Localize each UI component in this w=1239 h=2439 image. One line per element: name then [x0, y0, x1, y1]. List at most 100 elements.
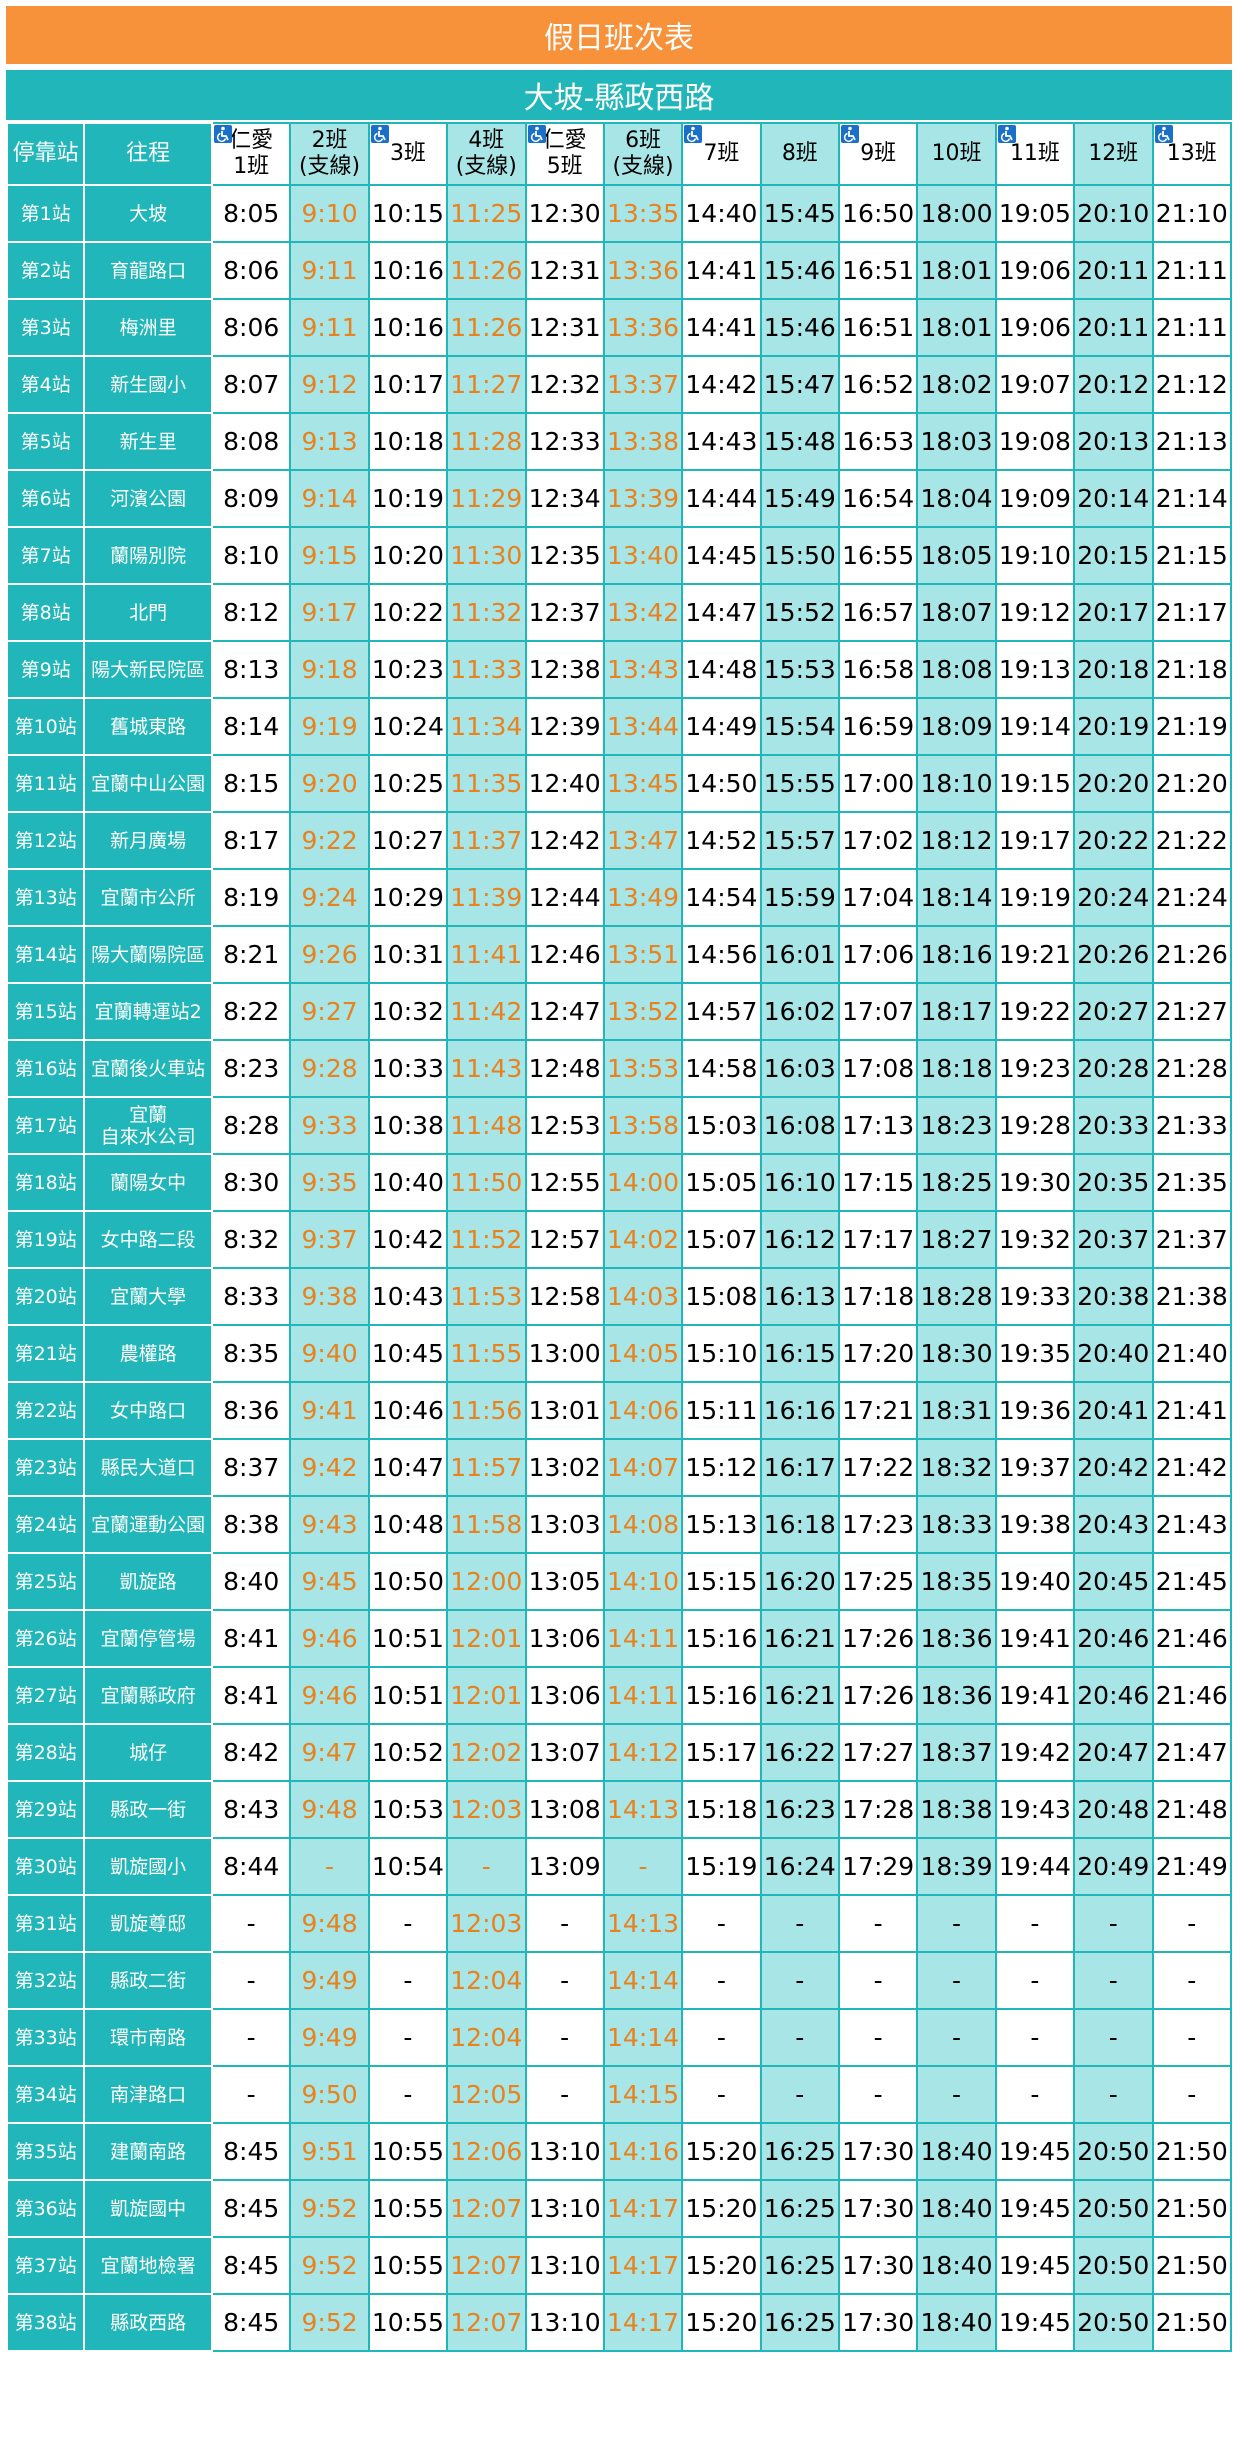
departure-time: 9:15	[289, 526, 370, 585]
departure-time: -	[524, 2008, 605, 2067]
departure-time: 19:12	[994, 583, 1076, 642]
stop-row: 第27站 宜蘭縣政府 8:41 9:46 10:51 12:01 13:06 14:11 15:…	[5, 1666, 1232, 1725]
departure-time: 15:20	[681, 2236, 762, 2295]
departure-time: 18:40	[916, 2293, 997, 2352]
departure-time: 14:05	[602, 1324, 684, 1383]
departure-time: 18:12	[916, 811, 997, 870]
departure-time: 19:30	[994, 1153, 1076, 1212]
header-line: 5班	[546, 154, 583, 179]
departure-time: 15:52	[759, 583, 841, 642]
stop-row: 第7站 蘭陽別院 8:10 9:15 10:20 11:30 12:35 13:40 14:45…	[5, 526, 1232, 585]
departure-time: 21:41	[1151, 1381, 1232, 1440]
departure-time: 15:53	[759, 640, 841, 699]
departure-time: 18:00	[916, 184, 997, 243]
departure-time: 14:47	[681, 583, 762, 642]
departure-time: 14:56	[681, 925, 762, 984]
stop-row: 第34站 南津路口 -9:50-12:05-14:15- - - - - - -	[5, 2065, 1232, 2124]
departure-time: 10:46	[367, 1381, 449, 1440]
stop-name: 縣民大道口	[83, 1438, 213, 1497]
stop-name: 陽大蘭陽院區	[83, 925, 213, 984]
departure-time: 20:17	[1073, 583, 1154, 642]
departure-time: 11:55	[446, 1324, 527, 1383]
departure-time: 8:12	[210, 583, 292, 642]
departure-time: 20:43	[1073, 1495, 1154, 1554]
departure-time: 15:10	[681, 1324, 762, 1383]
header-line: 往程	[126, 141, 171, 166]
departure-time: 11:50	[446, 1153, 527, 1212]
departure-time: 9:48	[289, 1780, 370, 1839]
departure-time: 14:52	[681, 811, 762, 870]
departure-time: 18:33	[916, 1495, 997, 1554]
departure-time: 13:58	[602, 1096, 684, 1155]
departure-time: 18:05	[916, 526, 997, 585]
departure-time: -	[1073, 1894, 1154, 1953]
stop-row: 第11站 宜蘭中山公園 8:15 9:20 10:25 11:35 12:40 13:45 14…	[5, 754, 1232, 813]
departure-time: 18:23	[916, 1096, 997, 1155]
departure-time: 15:19	[681, 1837, 762, 1896]
departure-time: 12:46	[524, 925, 605, 984]
departure-time: 20:46	[1073, 1609, 1154, 1668]
departure-time: 8:06	[210, 298, 292, 357]
header-line: 仁愛	[542, 128, 587, 153]
column-header: 2班 (支線)	[289, 122, 370, 186]
departure-time: 21:38	[1151, 1267, 1232, 1326]
departure-time: 15:07	[681, 1210, 762, 1269]
departure-time: 9:18	[289, 640, 370, 699]
departure-time: 11:26	[446, 298, 527, 357]
stop-name: 宜蘭後火車站	[83, 1039, 213, 1098]
departure-time: 21:50	[1151, 2236, 1232, 2295]
departure-time: 21:27	[1151, 982, 1232, 1041]
departure-time: 20:38	[1073, 1267, 1154, 1326]
departure-time: 15:57	[759, 811, 841, 870]
departure-time: 21:11	[1151, 241, 1232, 300]
departure-time: -	[1151, 2008, 1232, 2067]
departure-time: 16:17	[759, 1438, 841, 1497]
departure-time: 19:45	[994, 2179, 1076, 2238]
departure-time: 8:08	[210, 412, 292, 471]
departure-time: 13:10	[524, 2179, 605, 2238]
departure-time: 16:25	[759, 2179, 841, 2238]
departure-time: -	[916, 1894, 997, 1953]
departure-time: 10:23	[367, 640, 449, 699]
departure-time: 17:28	[837, 1780, 919, 1839]
departure-time: 19:38	[994, 1495, 1076, 1554]
stop-number: 第10站	[5, 697, 86, 756]
stop-number: 第6站	[5, 469, 86, 528]
departure-time: 19:09	[994, 469, 1076, 528]
departure-time: 16:08	[759, 1096, 841, 1155]
departure-time: 8:21	[210, 925, 292, 984]
departure-time: 10:47	[367, 1438, 449, 1497]
departure-time: 14:10	[602, 1552, 684, 1611]
departure-time: 14:14	[602, 2008, 684, 2067]
departure-time: 15:13	[681, 1495, 762, 1554]
departure-time: 13:37	[602, 355, 684, 414]
accessible-icon	[997, 125, 1016, 143]
departure-time: 16:02	[759, 982, 841, 1041]
accessible-icon	[214, 125, 232, 143]
departure-time: 12:00	[446, 1552, 527, 1611]
departure-time: 8:22	[210, 982, 292, 1041]
departure-time: 8:19	[210, 868, 292, 927]
departure-time: 16:20	[759, 1552, 841, 1611]
column-header: 仁愛 5班	[524, 122, 605, 186]
departure-time: -	[759, 1951, 841, 2010]
stop-number: 第38站	[5, 2293, 86, 2352]
departure-time: 9:14	[289, 469, 370, 528]
departure-time: 21:45	[1151, 1552, 1232, 1611]
departure-time: 13:01	[524, 1381, 605, 1440]
departure-time: 10:16	[367, 298, 449, 357]
departure-time: 11:35	[446, 754, 527, 813]
departure-time: 19:06	[994, 241, 1076, 300]
departure-time: 12:01	[446, 1666, 527, 1725]
departure-time: 11:27	[446, 355, 527, 414]
departure-time: 14:48	[681, 640, 762, 699]
departure-time: 12:42	[524, 811, 605, 870]
departure-time: 9:22	[289, 811, 370, 870]
stop-name: 宜蘭地檢署	[83, 2236, 213, 2295]
departure-time: 18:39	[916, 1837, 997, 1896]
departure-time: 8:32	[210, 1210, 292, 1269]
departure-time: -	[994, 2065, 1076, 2124]
stop-name: 蘭陽女中	[83, 1153, 213, 1212]
departure-time: 13:49	[602, 868, 684, 927]
